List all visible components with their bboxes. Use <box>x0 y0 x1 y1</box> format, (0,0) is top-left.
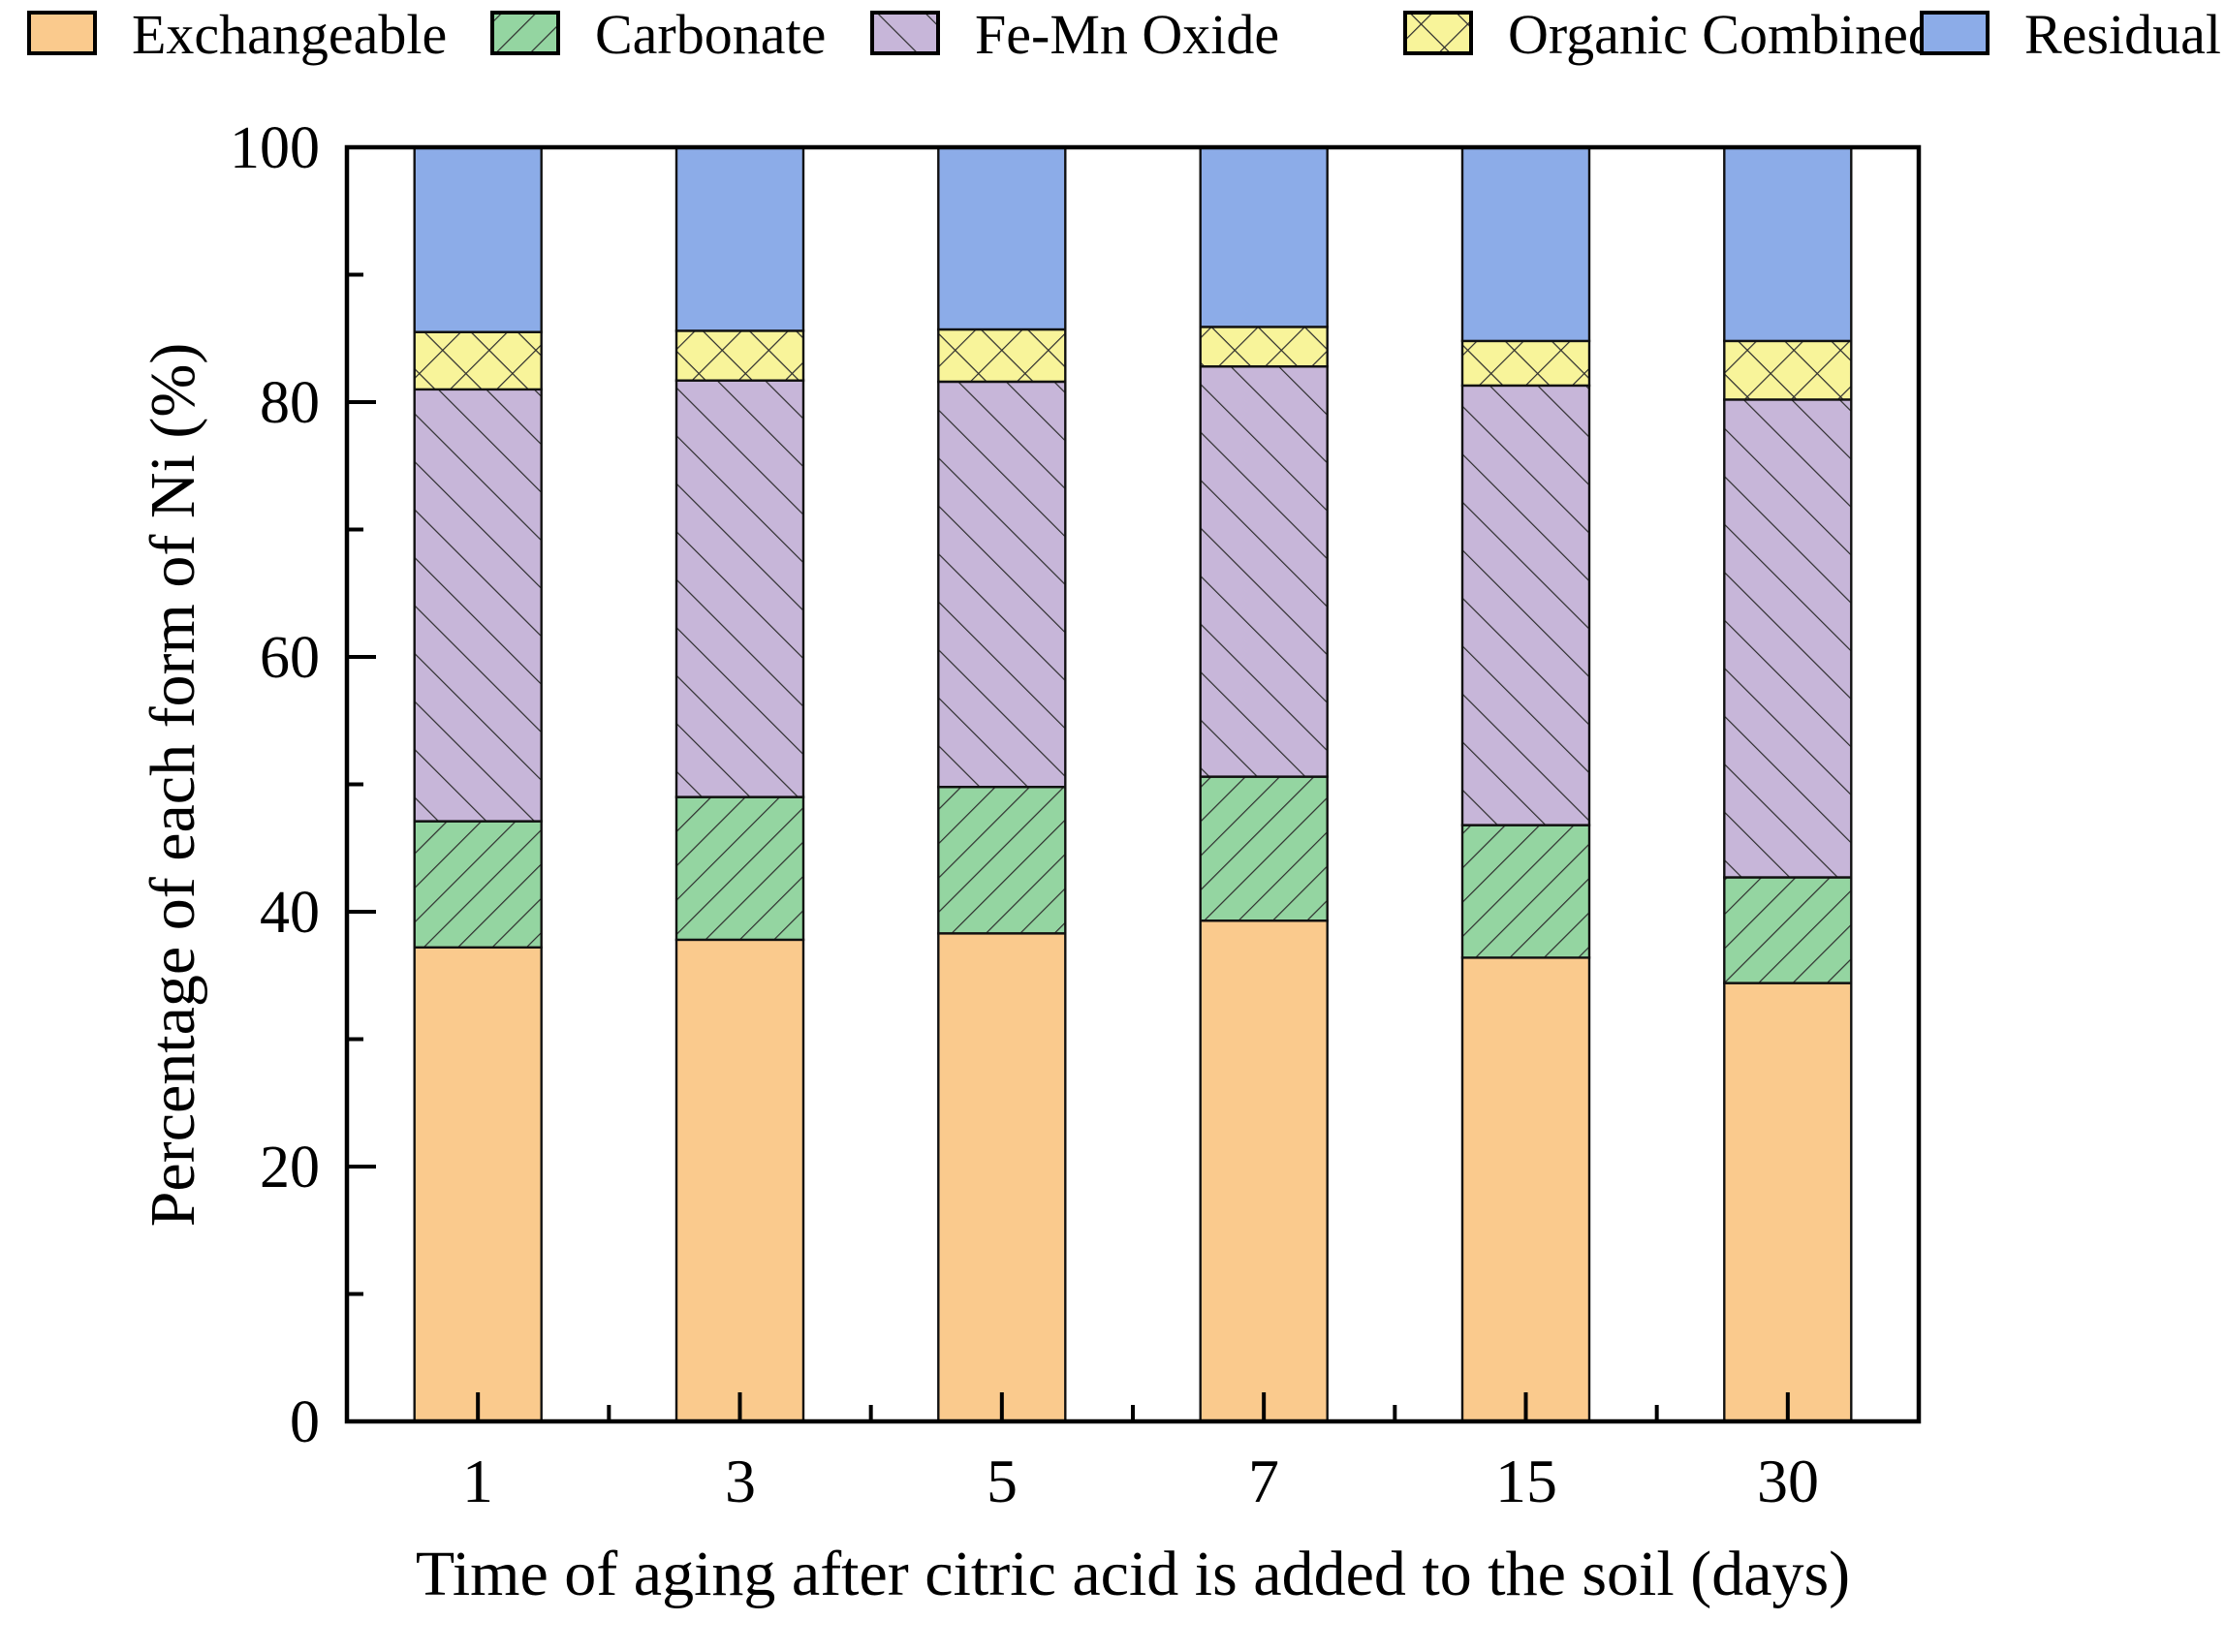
bar-segment-7-carbonate <box>1199 775 1329 922</box>
bar-stack-day-3 <box>674 145 805 1423</box>
bars <box>413 145 1853 1423</box>
bar-stack-day-15 <box>1460 145 1591 1423</box>
bar-segment-7-exchangeable <box>1199 920 1329 1423</box>
bar-segment-30-residual <box>1723 145 1853 343</box>
bar-segment-15-carbonate <box>1460 824 1591 959</box>
bar-segment-3-fe-mn-oxide <box>674 379 805 798</box>
legend-swatch-fe-mn-oxide <box>870 11 940 55</box>
legend: Exchangeable Carbonate Fe-Mn Oxide Organic … <box>27 3 2221 66</box>
bar-segment-30-carbonate <box>1723 876 1853 984</box>
y-tick-label: 0 <box>290 1389 320 1455</box>
x-tick-label-day-7: 7 <box>1248 1447 1279 1515</box>
bar-segment-3-organic-combined <box>674 329 805 382</box>
bar-segment-3-residual <box>674 145 805 332</box>
legend-swatch-residual <box>1920 11 1990 55</box>
legend-item-residual: Residual <box>1920 3 2221 66</box>
bar-stack-day-5 <box>937 145 1067 1423</box>
bar-stack-day-7 <box>1199 145 1329 1423</box>
bar-segment-7-fe-mn-oxide <box>1199 365 1329 778</box>
x-tick-label-day-1: 1 <box>462 1447 493 1515</box>
bar-segment-15-organic-combined <box>1460 339 1591 388</box>
legend-item-organic-combined: Organic Combined <box>1403 3 1936 66</box>
bar-segment-30-fe-mn-oxide <box>1723 398 1853 879</box>
legend-swatch-carbonate <box>490 11 560 55</box>
bar-segment-7-residual <box>1199 145 1329 328</box>
bar-segment-15-fe-mn-oxide <box>1460 384 1591 826</box>
bar-stack-day-1 <box>413 145 543 1423</box>
plot-frame <box>344 144 1922 1424</box>
legend-swatch-organic-combined <box>1403 11 1473 55</box>
bar-segment-1-organic-combined <box>413 330 543 391</box>
legend-item-exchangeable: Exchangeable <box>27 3 447 66</box>
axis-labels: Time of aging after citric acid is added… <box>138 343 1850 1609</box>
bar-segment-1-residual <box>413 145 543 333</box>
x-tick-label-day-5: 5 <box>987 1447 1018 1515</box>
legend-swatch-exchangeable <box>27 11 97 55</box>
legend-label-fe-mn-oxide: Fe-Mn Oxide <box>975 3 1279 66</box>
bar-segment-1-exchangeable <box>413 946 543 1423</box>
bar-segment-5-organic-combined <box>937 327 1067 384</box>
y-tick-label: 60 <box>260 625 320 691</box>
bar-segment-5-fe-mn-oxide <box>937 380 1067 789</box>
legend-item-carbonate: Carbonate <box>490 3 826 66</box>
x-axis-title: Time of aging after citric acid is added… <box>416 1539 1850 1609</box>
bar-segment-1-carbonate <box>413 820 543 949</box>
bar-segment-15-exchangeable <box>1460 956 1591 1423</box>
legend-item-fe-mn-oxide: Fe-Mn Oxide <box>870 3 1279 66</box>
y-axis-title: Percentage of each form of Ni (%) <box>138 343 208 1228</box>
y-tick-label: 80 <box>260 370 320 436</box>
bar-segment-5-carbonate <box>937 785 1067 935</box>
bar-segment-5-exchangeable <box>937 932 1067 1423</box>
x-tick-label-day-15: 15 <box>1495 1447 1557 1515</box>
bar-segment-5-residual <box>937 145 1067 331</box>
x-tick-label-day-3: 3 <box>725 1447 756 1515</box>
bar-segment-3-carbonate <box>674 795 805 942</box>
legend-label-organic-combined: Organic Combined <box>1508 3 1936 66</box>
y-tick-label: 100 <box>230 115 320 181</box>
bar-segment-30-organic-combined <box>1723 339 1853 401</box>
bar-segment-30-exchangeable <box>1723 982 1853 1423</box>
legend-label-carbonate: Carbonate <box>595 3 826 66</box>
bar-segment-1-fe-mn-oxide <box>413 388 543 823</box>
bar-segment-3-exchangeable <box>674 938 805 1423</box>
bar-stack-day-30 <box>1723 145 1853 1423</box>
bar-segment-15-residual <box>1460 145 1591 343</box>
y-tick-label: 20 <box>260 1135 320 1200</box>
bar-segment-7-organic-combined <box>1199 326 1329 368</box>
y-tick-label: 40 <box>260 880 320 946</box>
legend-label-exchangeable: Exchangeable <box>132 3 447 66</box>
axes: 0 20 40 60 80 100 1 3 5 7 15 30 <box>230 115 1922 1515</box>
legend-label-residual: Residual <box>2024 3 2221 66</box>
x-tick-label-day-30: 30 <box>1757 1447 1819 1515</box>
